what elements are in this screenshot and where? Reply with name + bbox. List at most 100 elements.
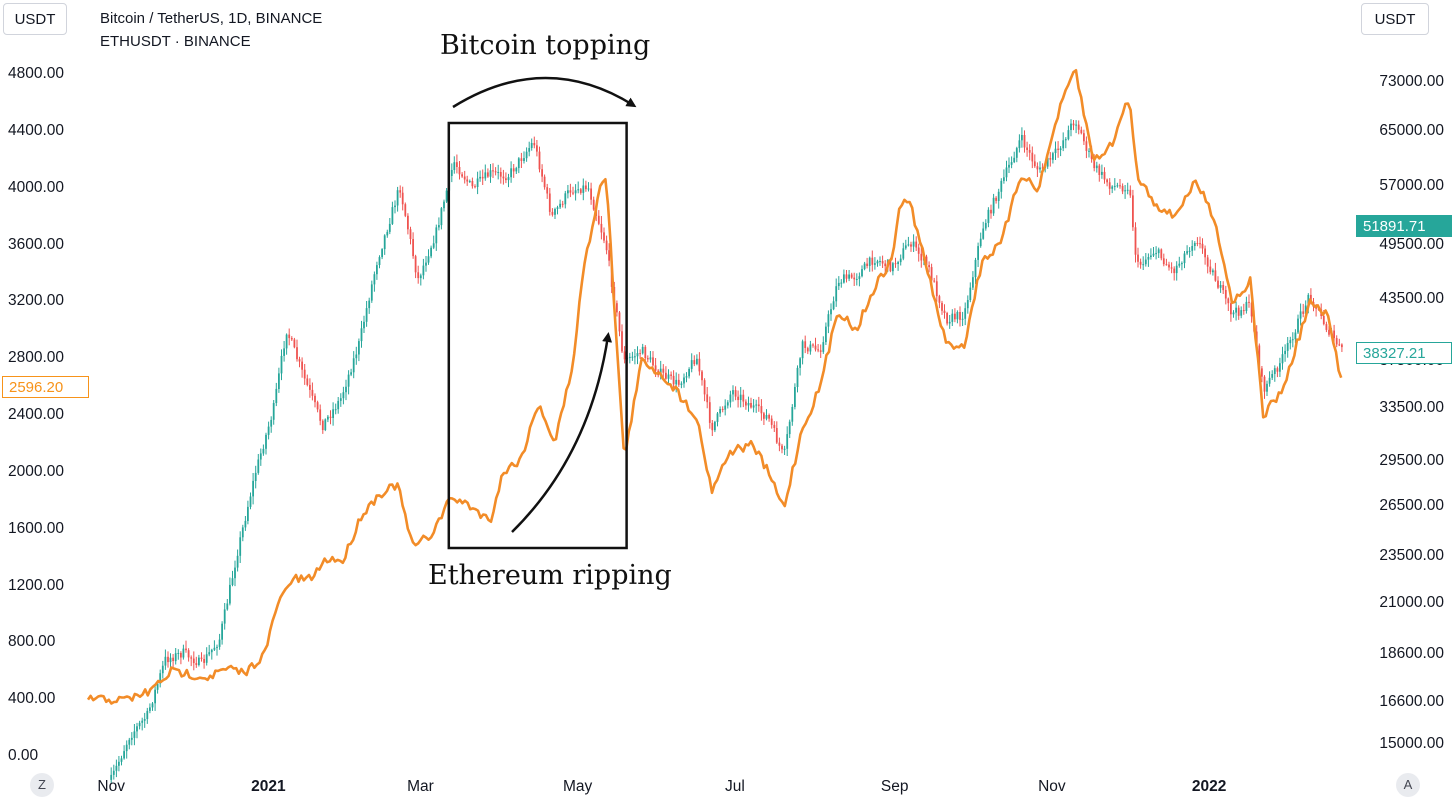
btc-candle xyxy=(665,372,667,379)
btc-candle xyxy=(652,357,654,366)
btc-candle xyxy=(1299,311,1302,319)
btc-candle xyxy=(254,472,257,481)
btc-candle xyxy=(750,403,752,408)
btc-candle xyxy=(515,168,518,172)
btc-candle xyxy=(546,187,549,194)
legend-primary-symbol[interactable]: Bitcoin / TetherUS, 1D, BINANCE xyxy=(100,10,323,27)
btc-candle xyxy=(177,653,180,654)
btc-candle xyxy=(579,189,582,193)
btc-candle xyxy=(832,301,835,310)
btc-candle xyxy=(690,360,693,369)
ethereum-line-layer xyxy=(86,69,1343,705)
btc-candle xyxy=(525,151,528,159)
btc-candle xyxy=(819,350,822,352)
btc-candle xyxy=(548,193,551,212)
btc-candle xyxy=(141,720,144,723)
btc-candle xyxy=(1150,255,1152,257)
btc-candle xyxy=(306,378,309,385)
btc-candle xyxy=(226,603,229,610)
btc-candle xyxy=(551,211,554,215)
btc-candle xyxy=(858,276,861,279)
btc-candle xyxy=(427,256,430,263)
btc-candle xyxy=(1204,248,1206,258)
btc-candle xyxy=(693,360,696,365)
btc-candle xyxy=(159,673,162,684)
btc-candle xyxy=(1126,189,1129,191)
btc-candle xyxy=(871,257,874,265)
btc-candle xyxy=(319,409,322,421)
btc-candle xyxy=(1266,383,1268,392)
btc-candle xyxy=(801,341,804,359)
btc-candle xyxy=(422,265,425,276)
btc-candle xyxy=(213,647,216,650)
left-axis-tick-label: 3600.00 xyxy=(8,235,65,253)
btc-candle xyxy=(316,402,319,410)
btc-candle xyxy=(719,409,721,414)
btc-candle xyxy=(703,380,706,395)
annotation-ethereum-ripping: Ethereum ripping xyxy=(428,560,672,591)
btc-candle xyxy=(334,409,337,411)
btc-candle xyxy=(734,390,737,397)
btc-candle xyxy=(1191,246,1194,251)
btc-candle xyxy=(667,374,670,379)
btc-candle xyxy=(1134,227,1137,255)
btc-candle xyxy=(621,331,623,352)
btc-candle xyxy=(1124,190,1126,192)
btc-candle xyxy=(1273,368,1276,374)
btc-candle xyxy=(997,191,1000,201)
zoom-toggle-button[interactable]: Z xyxy=(30,773,54,797)
right-axis-unit-button[interactable]: USDT xyxy=(1361,3,1429,35)
btc-candle xyxy=(432,243,435,248)
auto-scale-button[interactable]: A xyxy=(1396,773,1420,797)
btc-candle xyxy=(765,415,768,419)
btc-candle xyxy=(118,761,120,766)
btc-candle xyxy=(309,384,311,390)
legend-secondary-symbol[interactable]: ETHUSDT · BINANCE xyxy=(100,33,251,50)
btc-candle xyxy=(796,367,799,387)
btc-candle xyxy=(1015,148,1018,158)
btc-candle xyxy=(716,413,719,422)
btc-candle xyxy=(884,263,887,267)
btc-candle xyxy=(977,246,979,260)
btc-candle xyxy=(425,262,427,266)
btc-candle xyxy=(892,263,894,272)
btc-candle xyxy=(1281,354,1284,364)
btc-candle xyxy=(569,190,572,193)
btc-candle xyxy=(497,172,500,173)
btc-candle xyxy=(120,758,123,762)
eth-price-line[interactable] xyxy=(86,69,1343,705)
btc-candle xyxy=(1289,340,1292,344)
btc-candle xyxy=(1188,250,1191,252)
btc-candle xyxy=(363,321,365,329)
btc-candle xyxy=(123,751,125,759)
btc-candle xyxy=(355,354,358,359)
btc-candle xyxy=(358,341,360,355)
btc-candle xyxy=(1217,280,1219,288)
btc-candle xyxy=(778,442,781,446)
btc-candle xyxy=(278,373,280,389)
btc-candle xyxy=(200,657,203,659)
btc-candle xyxy=(961,318,964,320)
btc-candle xyxy=(327,416,329,420)
time-axis-tick-label: May xyxy=(563,778,593,795)
btc-candle xyxy=(438,225,440,228)
annotation-bitcoin-topping: Bitcoin topping xyxy=(440,30,651,61)
btc-candle xyxy=(1139,261,1142,265)
btc-candle xyxy=(688,369,690,377)
btc-candle xyxy=(1113,185,1116,187)
btc-candle xyxy=(466,179,469,182)
btc-candle xyxy=(440,208,443,226)
btc-candle xyxy=(904,245,907,249)
btc-candle xyxy=(843,274,845,283)
btc-candle xyxy=(241,527,244,538)
btc-candle xyxy=(590,188,592,200)
btc-candle xyxy=(641,346,644,354)
btc-candle xyxy=(956,312,959,320)
btc-candle xyxy=(902,248,905,259)
btc-candle xyxy=(912,241,915,247)
left-axis-unit-button[interactable]: USDT xyxy=(3,3,67,35)
left-axis-tick-label: 2000.00 xyxy=(8,462,65,480)
btc-candle xyxy=(1137,254,1139,262)
btc-candle xyxy=(1335,338,1338,345)
